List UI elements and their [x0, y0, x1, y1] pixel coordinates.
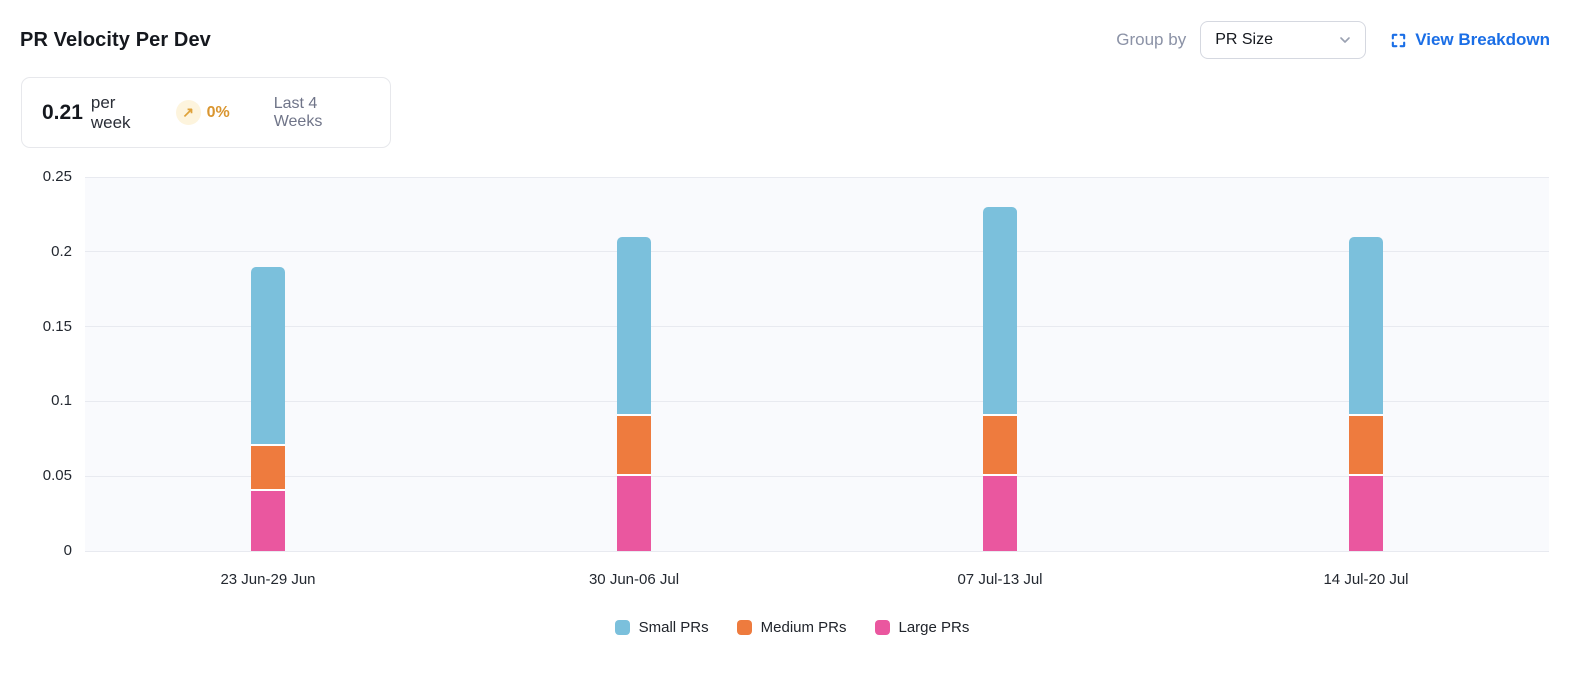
- group-by-select[interactable]: PR Size: [1200, 21, 1367, 59]
- bar-segment-medium-prs[interactable]: [1349, 416, 1383, 477]
- view-breakdown-label: View Breakdown: [1415, 30, 1550, 49]
- x-axis: 23 Jun-29 Jun 30 Jun-06 Jul 07 Jul-13 Jul 1…: [85, 568, 1549, 592]
- y-axis-tick-label: 0.05: [42, 467, 72, 485]
- legend-label: Large PRs: [898, 618, 970, 636]
- header: PR Velocity Per Dev Group by PR Size: [20, 20, 1550, 60]
- page-title: PR Velocity Per Dev: [20, 28, 211, 51]
- legend-item-small-prs[interactable]: Small PRs: [614, 618, 709, 636]
- y-axis-tick-label: 0.15: [42, 317, 72, 335]
- expand-icon: [1390, 32, 1407, 49]
- bar-segment-medium-prs[interactable]: [617, 416, 651, 477]
- legend-swatch: [614, 619, 630, 635]
- bar-segment-small-prs[interactable]: [1349, 236, 1383, 417]
- gridline: [85, 251, 1549, 253]
- header-controls: Group by PR Size View Breakdown: [1116, 21, 1550, 59]
- gridline: [85, 326, 1549, 328]
- bar-segment-medium-prs[interactable]: [983, 416, 1017, 477]
- gridline: [85, 176, 1549, 178]
- gridline: [85, 550, 1549, 552]
- bar-segment-large-prs[interactable]: [617, 476, 651, 551]
- group-by-selected-value: PR Size: [1215, 31, 1273, 48]
- legend-swatch: [736, 619, 752, 635]
- x-axis-label: 23 Jun-29 Jun: [220, 571, 316, 588]
- y-axis-tick-label: 0.25: [42, 168, 72, 185]
- bar-segment-large-prs[interactable]: [1349, 476, 1383, 551]
- gridline: [85, 475, 1549, 477]
- bar-segment-large-prs[interactable]: [251, 491, 285, 551]
- plot-area: [85, 176, 1549, 552]
- stat-unit: per week: [90, 92, 131, 132]
- bar-segment-medium-prs[interactable]: [251, 446, 285, 492]
- gridline: [85, 400, 1549, 402]
- legend-label: Medium PRs: [760, 618, 847, 636]
- x-axis-label: 14 Jul-20 Jul: [1323, 571, 1409, 588]
- x-axis-label: 30 Jun-06 Jul: [588, 571, 680, 588]
- legend-swatch: [874, 619, 890, 635]
- legend: Small PRs Medium PRs Large PRs: [0, 615, 1584, 639]
- legend-item-medium-prs[interactable]: Medium PRs: [736, 618, 847, 636]
- bar-segment-small-prs[interactable]: [617, 236, 651, 417]
- bar-segment-small-prs[interactable]: [251, 266, 285, 447]
- group-by-label: Group by: [1116, 30, 1187, 49]
- y-axis-tick-label: 0: [63, 542, 72, 559]
- y-axis-tick-label: 0.2: [51, 242, 72, 260]
- legend-label: Small PRs: [638, 618, 709, 636]
- x-axis-label: 07 Jul-13 Jul: [957, 571, 1043, 588]
- stat-period: Last 4 Weeks: [273, 94, 323, 130]
- stat-value: 0.21: [42, 100, 83, 124]
- legend-item-large-prs[interactable]: Large PRs: [874, 618, 970, 636]
- trend-percent: 0%: [206, 103, 230, 121]
- view-breakdown-button[interactable]: View Breakdown: [1390, 30, 1550, 50]
- y-axis: 0 0.05 0.1 0.15 0.2 0.25: [0, 168, 72, 559]
- trend-badge: ↗ 0%: [175, 100, 230, 125]
- bar-segment-large-prs[interactable]: [983, 476, 1017, 551]
- trend-up-arrow-icon: ↗: [175, 100, 201, 125]
- bar-segment-small-prs[interactable]: [983, 206, 1017, 417]
- y-axis-tick-label: 0.1: [51, 392, 72, 410]
- stat-card: 0.21 per week ↗ 0% Last 4 Weeks: [21, 77, 391, 148]
- chevron-down-icon: [1337, 32, 1353, 48]
